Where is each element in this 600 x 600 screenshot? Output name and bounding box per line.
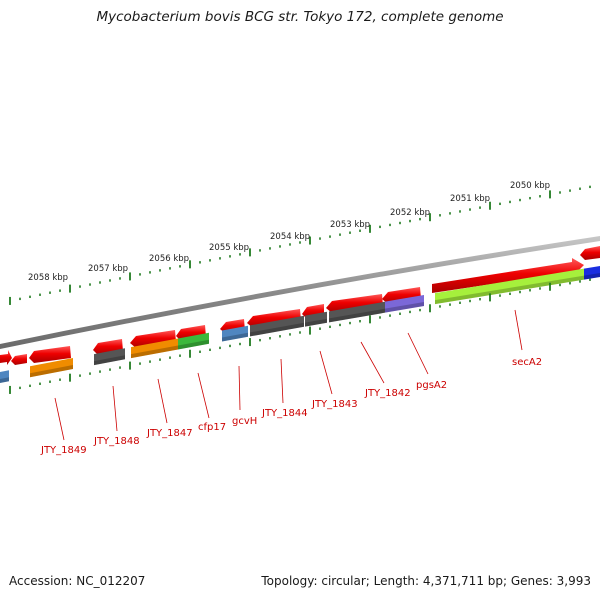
gene-arrow — [432, 258, 584, 293]
feature-block-shade — [94, 355, 125, 366]
gene-label-gcvh: gcvH — [232, 416, 257, 427]
kbp-label-2058: 2058 kbp — [28, 273, 68, 283]
gene-arrow — [0, 350, 12, 365]
feature-block — [385, 295, 424, 313]
feature-block — [222, 325, 248, 342]
feature-block-shade — [584, 273, 600, 280]
feature-block-shade — [131, 345, 178, 359]
gene-label-jty-1844: JTY_1844 — [261, 408, 308, 419]
gene-label-cfp17: cfp17 — [198, 422, 226, 433]
feature-block-shade — [435, 275, 584, 305]
feature-blocks — [0, 266, 600, 383]
leader-line — [319, 350, 333, 395]
gene-label-jty-1843: JTY_1843 — [311, 399, 358, 410]
kbp-label-2053: 2053 kbp — [330, 220, 370, 230]
leader-line — [514, 309, 523, 351]
gene-arrow — [247, 309, 301, 328]
feature-block-shade — [222, 332, 248, 342]
feature-block — [435, 268, 584, 305]
feature-block — [178, 332, 209, 350]
gene-label-jty-1847: JTY_1847 — [146, 428, 193, 439]
feature-block — [131, 338, 178, 359]
feature-block — [30, 358, 73, 378]
leader-line — [407, 332, 429, 375]
topology-text: Topology: circular; Length: 4,371,711 bp… — [261, 574, 591, 588]
kbp-label-2056: 2056 kbp — [149, 254, 189, 264]
feature-block-shade — [385, 302, 424, 313]
accession-text: Accession: NC_012207 — [9, 574, 146, 588]
leader-line — [280, 358, 284, 404]
leader-line — [197, 372, 210, 419]
gene-arrow — [326, 294, 383, 313]
feature-block — [305, 311, 327, 327]
gene-label-jty-1842: JTY_1842 — [364, 388, 411, 399]
genome-backbone — [0, 236, 600, 349]
leader-line — [238, 365, 241, 411]
leader-line — [54, 397, 65, 441]
feature-block-shade — [178, 339, 209, 350]
feature-block-shade — [0, 377, 9, 383]
gene-label-seca2: secA2 — [512, 357, 542, 368]
kbp-label-2057: 2057 kbp — [88, 264, 128, 274]
gene-labels: JTY_1849 JTY_1848 JTY_1847 cfp17 gcvH JT… — [40, 357, 542, 456]
feature-block — [250, 315, 304, 337]
feature-block-shade — [329, 308, 385, 323]
kbp-label-2055: 2055 kbp — [209, 243, 249, 253]
gene-arrow — [11, 354, 27, 365]
feature-block-shade — [30, 365, 73, 378]
kbp-scale-labels: 2058 kbp 2057 kbp 2056 kbp 2055 kbp 2054… — [28, 181, 550, 283]
kbp-label-2050: 2050 kbp — [510, 181, 550, 191]
feature-block-shade — [305, 318, 327, 327]
kbp-label-2054: 2054 kbp — [270, 232, 310, 242]
gene-label-pgsa2: pgsA2 — [416, 380, 447, 391]
feature-block — [329, 301, 385, 323]
feature-block — [0, 370, 9, 383]
kbp-label-2051: 2051 kbp — [450, 194, 490, 204]
leader-line — [112, 385, 118, 432]
gene-arrow — [29, 346, 71, 363]
leader-line — [157, 378, 168, 424]
feature-block — [584, 266, 600, 280]
map-title: Mycobacterium bovis BCG str. Tokyo 172, … — [96, 9, 504, 25]
feature-block-shade — [250, 322, 304, 337]
kbp-label-2052: 2052 kbp — [390, 208, 430, 218]
inner-scale-ticks — [9, 278, 591, 394]
leader-line — [360, 341, 385, 384]
gene-label-jty-1849: JTY_1849 — [40, 445, 87, 456]
feature-block — [94, 348, 125, 366]
label-leader-lines — [54, 309, 523, 441]
gene-arrow — [580, 246, 600, 260]
outer-scale-ticks — [9, 185, 591, 305]
gene-label-jty-1848: JTY_1848 — [93, 436, 140, 447]
